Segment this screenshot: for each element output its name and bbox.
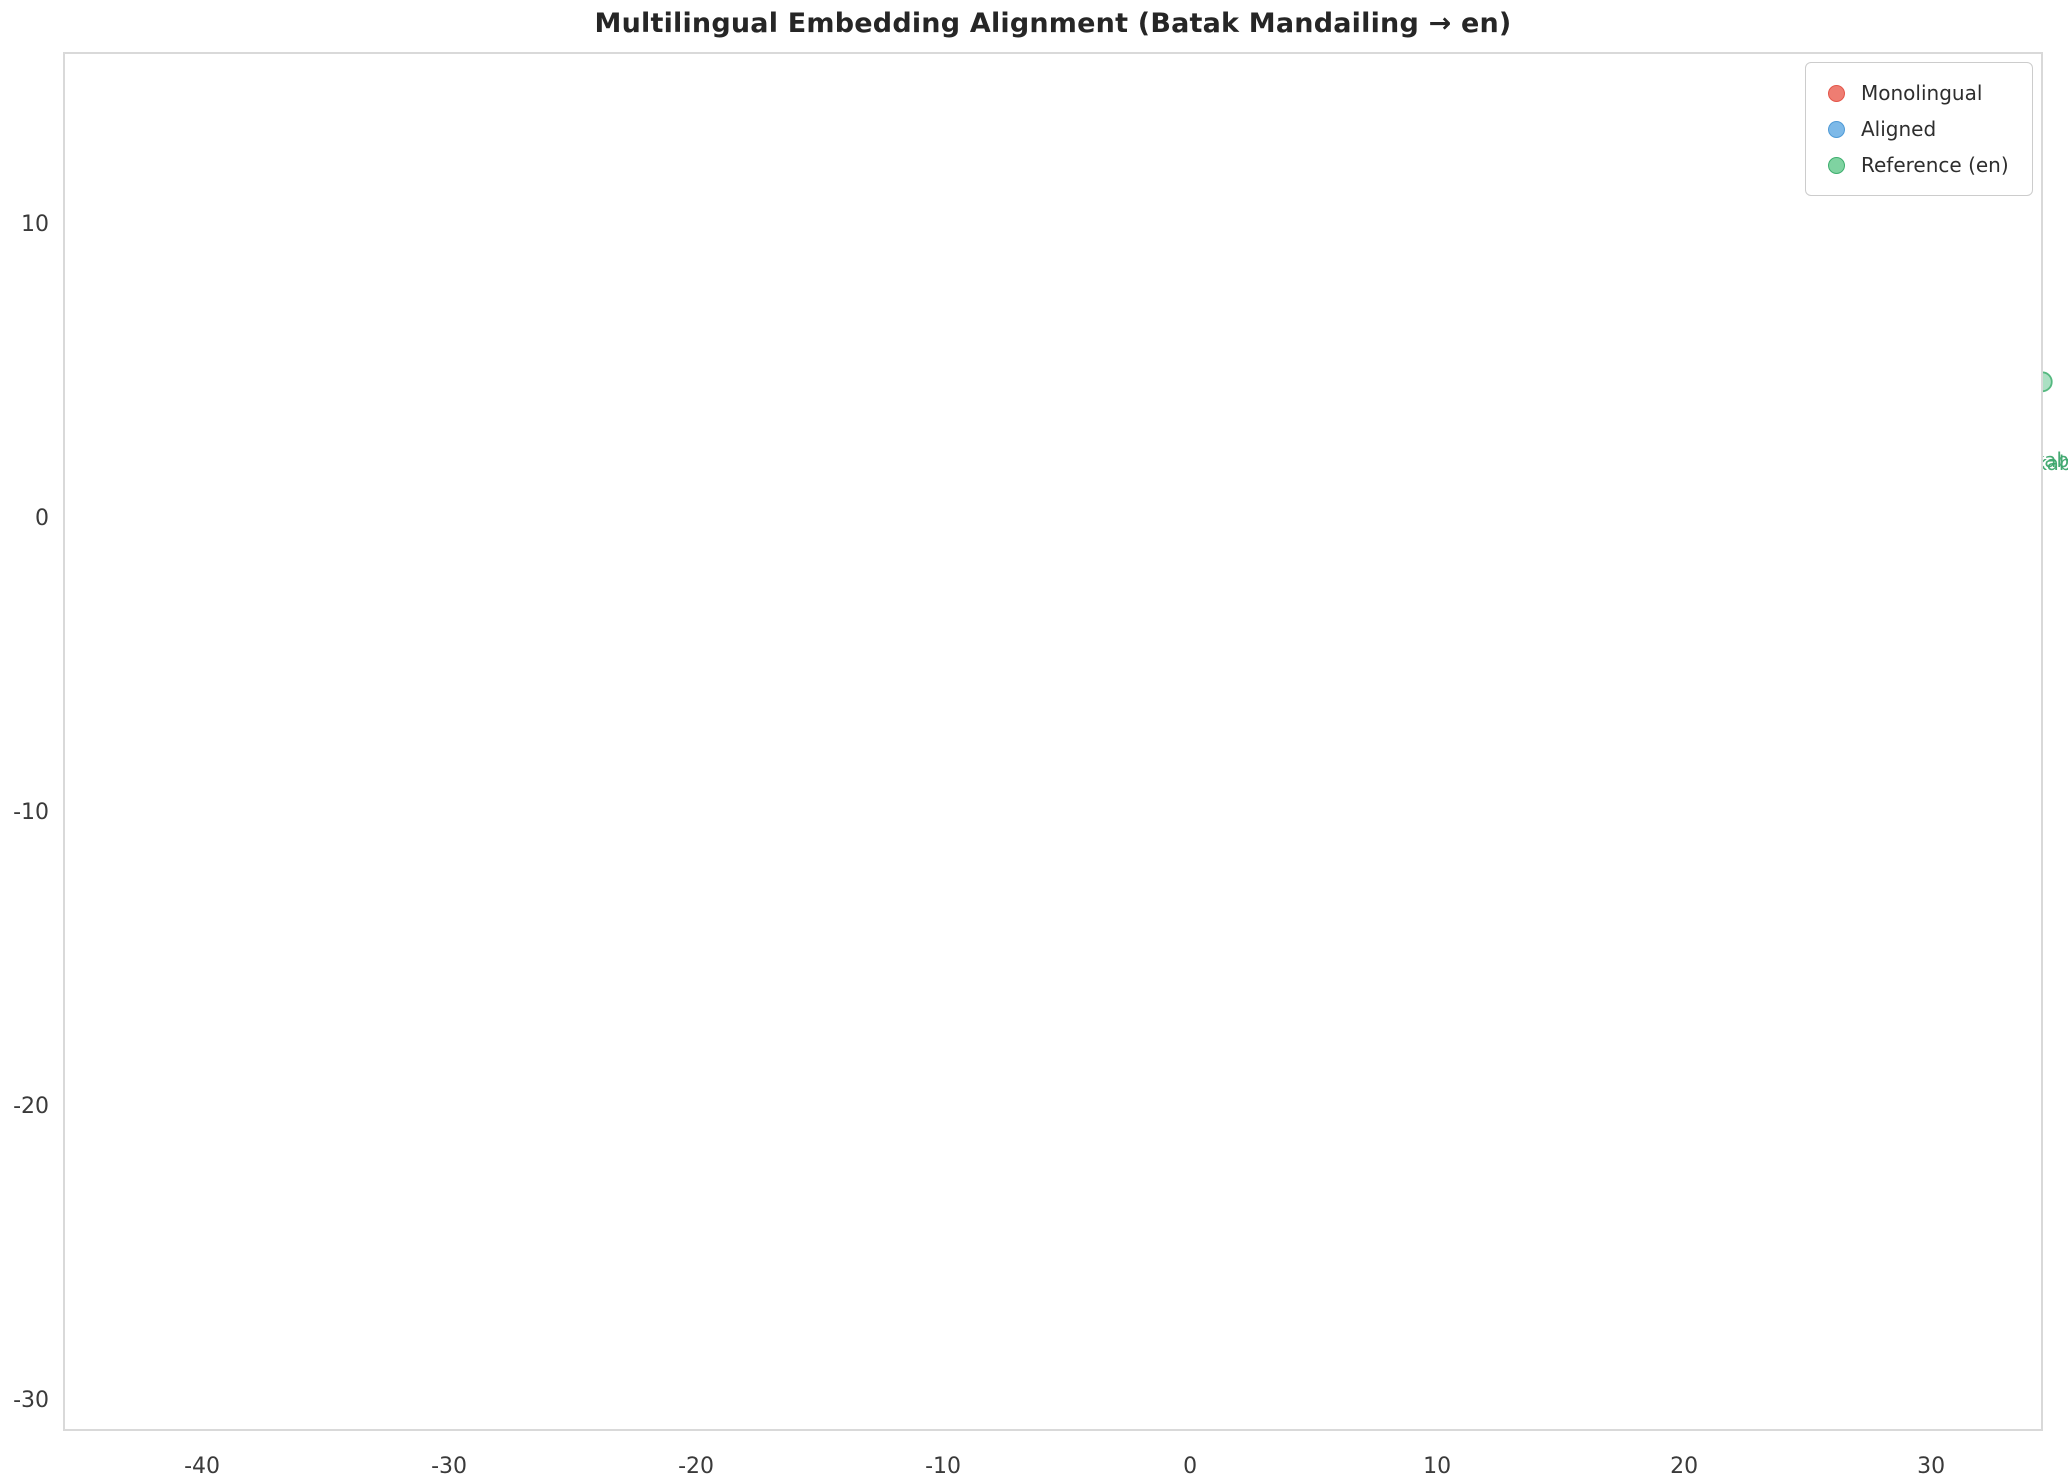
x-tick-label: -20: [678, 1454, 714, 1479]
y-tick-label: 0: [35, 506, 49, 531]
x-tick-label: 30: [1917, 1454, 1945, 1479]
x-tick-label: 10: [1423, 1454, 1451, 1479]
y-tick-label: 10: [21, 212, 49, 237]
legend-item-aligned: Aligned: [1820, 111, 2018, 147]
plot-area: [63, 52, 2043, 1431]
x-tick-label: -40: [184, 1454, 220, 1479]
x-tick-label: 20: [1670, 1454, 1698, 1479]
reference-marker-icon: [1828, 156, 1845, 174]
x-tick-label: -10: [925, 1454, 961, 1479]
aligned-marker-icon: [1828, 120, 1845, 138]
y-tick-label: -10: [13, 800, 49, 825]
legend-label: Monolingual: [1861, 81, 1983, 105]
chart-title: Multilingual Embedding Alignment (Batak …: [594, 8, 1512, 39]
legend-label: Reference (en): [1861, 153, 2009, 177]
y-tick-label: -30: [13, 1388, 49, 1413]
legend: Monolingual Aligned Reference (en): [1805, 62, 2033, 196]
legend-item-monolingual: Monolingual: [1820, 75, 2018, 111]
y-tick-label: -20: [13, 1094, 49, 1119]
monolingual-marker-icon: [1828, 84, 1845, 102]
x-tick-label: -30: [431, 1454, 467, 1479]
legend-label: Aligned: [1861, 117, 1937, 141]
legend-item-reference: Reference (en): [1820, 147, 2018, 183]
x-tick-label: 0: [1183, 1454, 1197, 1479]
